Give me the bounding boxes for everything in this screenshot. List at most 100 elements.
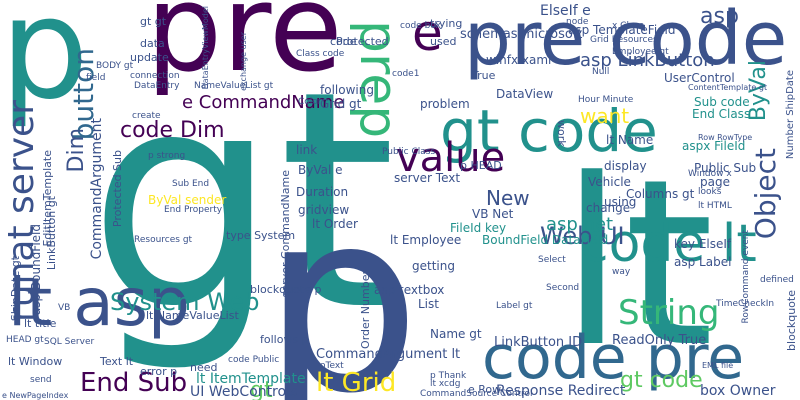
- cloud-word: Select: [538, 255, 566, 265]
- cloud-word: following: [320, 83, 374, 97]
- cloud-word: UI WebControls: [190, 384, 298, 400]
- cloud-word: update: [130, 51, 169, 64]
- cloud-word: TimeCheckIn: [716, 299, 775, 309]
- cloud-word: gridview: [298, 203, 350, 217]
- cloud-word: gt code: [620, 368, 703, 393]
- cloud-word: asp BoundField: [29, 224, 43, 316]
- cloud-word: lt Name: [606, 133, 654, 147]
- cloud-word: Protected: [336, 35, 389, 48]
- cloud-word: VB: [58, 303, 71, 313]
- cloud-word: value: [396, 135, 506, 181]
- cloud-word: asp LinkButton: [580, 50, 715, 71]
- cloud-word: Columns gt: [626, 187, 695, 201]
- cloud-word: DataView: [496, 87, 554, 101]
- cloud-word: asp net: [546, 214, 614, 235]
- cloud-word: send: [30, 375, 52, 385]
- cloud-word: RowCommand event: [741, 230, 751, 324]
- cloud-word: server CommandName: [279, 170, 292, 298]
- cloud-word: p HEAD: [460, 159, 502, 172]
- cloud-word: Second: [546, 283, 580, 293]
- cloud-word: Grid Resources: [590, 35, 658, 45]
- cloud-word: field: [86, 73, 106, 83]
- cloud-word: Resources gt: [134, 235, 193, 245]
- cloud-word: Row RowType: [698, 133, 753, 142]
- cloud-word: SQL Server: [44, 337, 95, 347]
- cloud-word: ReadOnly True: [612, 333, 707, 348]
- cloud-word: asp Label: [674, 255, 732, 269]
- cloud-word: End Property: [164, 205, 223, 215]
- cloud-word: DataEntry: [134, 81, 180, 91]
- cloud-word: ContentTemplate gt: [688, 83, 768, 92]
- cloud-word: CommandArgument lt: [316, 347, 461, 362]
- cloud-word: create: [132, 111, 161, 121]
- cloud-word: lt: [560, 131, 715, 398]
- cloud-word: defined: [760, 275, 794, 285]
- cloud-word: way: [612, 267, 631, 277]
- cloud-word: lt NameValueList: [146, 309, 239, 322]
- cloud-word: page: [700, 175, 730, 189]
- cloud-word: Order Number: [359, 270, 372, 349]
- cloud-word: error p: [140, 365, 178, 378]
- cloud-word: code lt: [580, 214, 757, 274]
- cloud-word: code: [330, 35, 357, 48]
- cloud-word: lt HTML: [698, 201, 732, 211]
- cloud-word: connection: [130, 71, 180, 81]
- cloud-word: Name gt: [430, 327, 482, 341]
- cloud-word: link: [296, 143, 318, 157]
- cloud-word: BoundField DataField: [482, 233, 609, 247]
- cloud-word: Web UI: [540, 222, 625, 250]
- cloud-word: End Sub: [80, 368, 188, 398]
- cloud-word: trying: [430, 17, 463, 30]
- cloud-word: Vehicle: [588, 175, 631, 189]
- cloud-word: gt gt: [140, 15, 167, 28]
- cloud-word: End Class: [692, 107, 751, 121]
- cloud-word: need: [190, 361, 218, 374]
- cloud-word: CommandArgument: [89, 118, 105, 260]
- cloud-word: p Thank: [430, 371, 467, 381]
- cloud-word: gt: [88, 27, 397, 376]
- cloud-word: problem: [420, 97, 470, 111]
- cloud-word: System Web: [110, 288, 260, 316]
- cloud-word: node: [566, 17, 589, 27]
- cloud-word: data: [140, 37, 165, 50]
- cloud-word: lt Window: [8, 355, 63, 368]
- cloud-word: gt code: [440, 97, 658, 165]
- cloud-word: Label gt: [496, 301, 533, 311]
- cloud-word: Public Class: [382, 147, 436, 157]
- cloud-word: ByVal e: [298, 163, 343, 177]
- cloud-word: code box: [400, 21, 441, 31]
- cloud-word: p strong: [148, 151, 186, 161]
- cloud-word: getting: [412, 259, 455, 273]
- cloud-word: LinkButton ID: [494, 335, 583, 350]
- cloud-word: display: [604, 159, 647, 173]
- cloud-word: server Text: [394, 171, 461, 185]
- cloud-word: lt ItemTemplate: [196, 371, 306, 387]
- cloud-word: e: [412, 4, 443, 62]
- cloud-word: key ElseIf: [674, 237, 732, 251]
- cloud-word: code Public: [228, 355, 280, 365]
- cloud-word: Sub code: [694, 95, 750, 109]
- cloud-word: lt xcdg: [430, 379, 461, 389]
- cloud-word: used: [430, 35, 457, 48]
- cloud-word: schemas microsoft: [460, 27, 583, 42]
- cloud-word: DataEntryViewModel: [201, 6, 210, 90]
- cloud-word: code1: [392, 69, 420, 79]
- cloud-word: Employee gt: [612, 47, 669, 57]
- cloud-word: want: [580, 104, 630, 128]
- cloud-word: HEAD gt: [6, 335, 44, 345]
- cloud-word: EML file: [702, 361, 734, 370]
- cloud-word: Response Redirect: [496, 383, 626, 399]
- cloud-word: String: [618, 293, 720, 333]
- cloud-word: Sub End: [172, 179, 210, 189]
- cloud-word: VB Net: [472, 207, 514, 221]
- cloud-word: asp textbox: [374, 283, 445, 297]
- cloud-word: Dim: [64, 128, 89, 173]
- cloud-word: aspx FileId: [682, 139, 746, 153]
- cloud-word: p: [0, 0, 89, 131]
- cloud-word: gt: [250, 378, 273, 400]
- cloud-word: Duration: [296, 185, 349, 199]
- cloud-word: code pre: [482, 323, 745, 393]
- cloud-word: FileId key: [450, 221, 507, 235]
- cloud-word: NameValueList gt: [194, 81, 274, 91]
